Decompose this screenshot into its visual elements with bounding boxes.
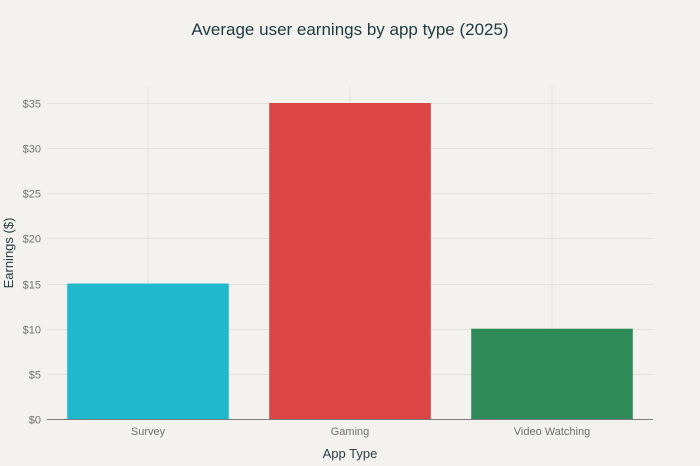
x-tick-label: Video Watching: [514, 426, 590, 438]
x-axis-ticks: Survey Gaming Video Watching: [131, 426, 590, 438]
y-tick-label: $10: [23, 325, 41, 337]
bar-gaming: [269, 103, 431, 419]
y-tick-label: $15: [23, 280, 41, 292]
bar-video-watching: [471, 328, 633, 419]
y-axis-ticks: $0 $5 $10 $15 $20 $25 $30 $35: [23, 99, 41, 427]
y-tick-label: $5: [29, 370, 41, 382]
x-tick-label: Survey: [131, 426, 166, 438]
bars: [67, 103, 633, 419]
y-tick-label: $0: [29, 415, 41, 427]
y-tick-label: $20: [23, 234, 41, 246]
x-axis-label: App Type: [323, 446, 378, 461]
y-tick-label: $25: [23, 189, 41, 201]
x-tick-label: Gaming: [331, 426, 370, 438]
bar-survey: [67, 283, 229, 419]
y-tick-label: $35: [23, 99, 41, 111]
y-tick-label: $30: [23, 144, 41, 156]
y-axis-label: Earnings ($): [1, 218, 16, 289]
chart-title: Average user earnings by app type (2025): [191, 20, 508, 39]
